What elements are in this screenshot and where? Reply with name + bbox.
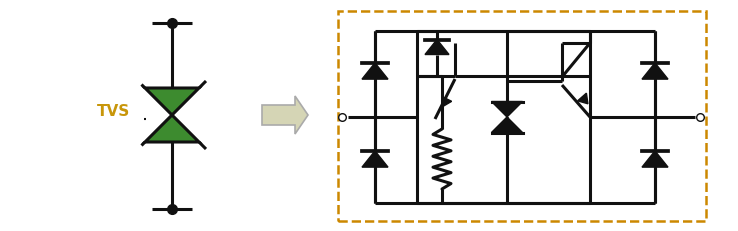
Polygon shape (362, 151, 388, 167)
Polygon shape (442, 97, 452, 107)
Polygon shape (362, 64, 388, 80)
Polygon shape (642, 151, 668, 167)
Polygon shape (262, 97, 308, 134)
Polygon shape (145, 116, 199, 142)
Polygon shape (492, 102, 523, 118)
Polygon shape (642, 64, 668, 80)
Text: TVS: TVS (97, 104, 130, 119)
Polygon shape (425, 40, 449, 55)
Polygon shape (578, 94, 588, 104)
Polygon shape (145, 89, 199, 116)
Polygon shape (492, 118, 523, 133)
Bar (338, 12, 706, 221)
